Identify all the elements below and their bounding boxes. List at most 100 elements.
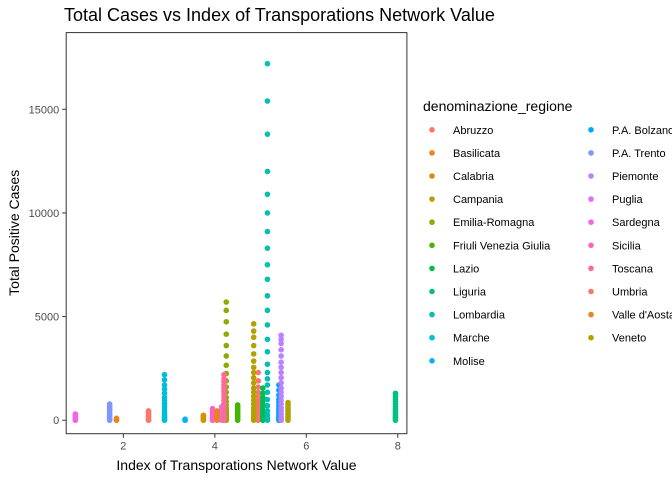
data-point bbox=[264, 261, 271, 268]
data-point bbox=[250, 389, 257, 396]
data-point bbox=[264, 322, 271, 328]
legend-key bbox=[588, 173, 594, 179]
legend-key bbox=[588, 311, 594, 318]
data-point bbox=[145, 408, 152, 414]
data-point bbox=[264, 210, 271, 216]
data-point bbox=[264, 60, 271, 67]
data-point bbox=[161, 390, 168, 397]
data-point bbox=[255, 369, 262, 376]
data-point bbox=[223, 299, 230, 305]
data-point bbox=[72, 411, 79, 417]
legend-key bbox=[588, 127, 594, 133]
data-point bbox=[255, 393, 262, 400]
data-point bbox=[264, 245, 271, 251]
legend-label: Sardegna bbox=[612, 217, 661, 229]
data-point bbox=[223, 342, 230, 349]
legend-key bbox=[429, 196, 435, 202]
data-point bbox=[255, 397, 262, 404]
legend: Abruzzo Basilicata Calabria Campania Emilia-… bbox=[429, 125, 672, 368]
data-point bbox=[250, 358, 257, 364]
legend-label: P.A. Trento bbox=[612, 148, 666, 160]
x-tick-label: 2 bbox=[120, 441, 126, 453]
y-tick-label: 15000 bbox=[29, 104, 60, 116]
data-point bbox=[264, 168, 271, 175]
data-point bbox=[113, 415, 120, 422]
legend-title: denominazione_regione bbox=[423, 98, 573, 114]
data-point bbox=[278, 346, 284, 353]
legend-label: Puglia bbox=[612, 194, 643, 206]
data-point bbox=[264, 336, 271, 343]
legend-label: Abruzzo bbox=[453, 125, 493, 137]
plot-panel bbox=[65, 32, 408, 435]
data-point bbox=[223, 318, 230, 325]
data-point bbox=[278, 336, 284, 343]
data-point bbox=[278, 374, 284, 381]
data-point bbox=[161, 382, 168, 388]
data-point bbox=[264, 349, 271, 355]
data-point bbox=[182, 416, 188, 422]
legend-label: Emilia-Romagna bbox=[453, 217, 535, 229]
data-point bbox=[250, 328, 257, 334]
data-point bbox=[250, 334, 257, 341]
data-point bbox=[250, 369, 257, 376]
legend-label: P.A. Bolzano bbox=[612, 125, 672, 137]
data-point bbox=[264, 228, 271, 235]
legend-key bbox=[588, 288, 594, 295]
data-point bbox=[250, 342, 257, 349]
data-point bbox=[250, 351, 257, 357]
legend-label: Umbria bbox=[612, 287, 648, 299]
data-point bbox=[250, 397, 257, 404]
data-point bbox=[223, 331, 230, 338]
data-point bbox=[223, 362, 230, 369]
data-point bbox=[278, 397, 284, 404]
legend-label: Sicilia bbox=[612, 240, 642, 252]
y-tick-label: 5000 bbox=[35, 312, 59, 324]
data-point bbox=[264, 375, 271, 382]
data-point bbox=[278, 364, 284, 371]
y-tick-label: 10000 bbox=[29, 208, 60, 220]
legend-key bbox=[429, 334, 435, 341]
data-point bbox=[264, 361, 271, 368]
legend-label: Friuli Venezia Giulia bbox=[453, 240, 551, 252]
data-point bbox=[264, 408, 271, 414]
data-point bbox=[264, 382, 271, 388]
x-axis: 2 4 6 8 bbox=[120, 433, 401, 453]
legend-key bbox=[429, 288, 435, 295]
y-axis-label: Total Positive Cases bbox=[6, 170, 22, 296]
data-point bbox=[255, 384, 262, 390]
legend-key bbox=[429, 265, 435, 272]
legend-label: Veneto bbox=[612, 333, 646, 345]
data-point bbox=[278, 389, 284, 396]
legend-key bbox=[429, 127, 435, 133]
legend-label: Lombardia bbox=[453, 310, 506, 322]
legend-key bbox=[429, 173, 435, 179]
data-point bbox=[278, 340, 284, 347]
x-tick-label: 8 bbox=[395, 441, 401, 453]
legend-label: Valle d'Aosta bbox=[612, 310, 672, 322]
legend-label: Molise bbox=[453, 356, 485, 368]
data-point bbox=[250, 364, 257, 371]
legend-label: Toscana bbox=[612, 263, 654, 275]
legend-key bbox=[588, 219, 594, 225]
data-point bbox=[285, 399, 291, 406]
data-point bbox=[214, 408, 220, 414]
data-point bbox=[278, 353, 284, 359]
data-point bbox=[200, 412, 207, 419]
data-point bbox=[264, 396, 271, 403]
data-points bbox=[72, 60, 399, 424]
legend-key bbox=[429, 311, 435, 318]
x-tick-label: 6 bbox=[303, 441, 309, 453]
data-point bbox=[264, 412, 271, 418]
y-tick-label: 0 bbox=[53, 415, 59, 427]
legend-label: Basilicata bbox=[453, 148, 501, 160]
data-point bbox=[209, 405, 216, 412]
data-point bbox=[278, 369, 284, 376]
legend-label: Liguria bbox=[453, 287, 487, 299]
data-point bbox=[250, 393, 257, 400]
data-point bbox=[161, 371, 168, 378]
data-point bbox=[278, 385, 284, 391]
legend-label: Campania bbox=[453, 194, 504, 206]
legend-key bbox=[429, 150, 435, 156]
legend-key bbox=[588, 265, 594, 272]
